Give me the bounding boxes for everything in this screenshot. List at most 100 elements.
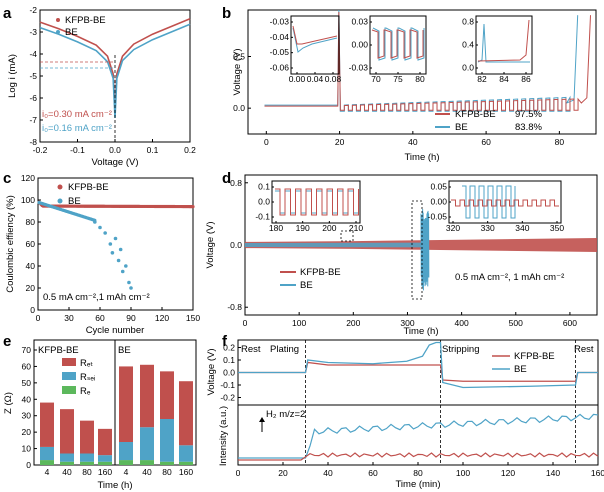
e-bar-segment (179, 445, 193, 461)
b-xtick-label: 20 (335, 137, 345, 147)
f-phase-stripping: Stripping (442, 344, 480, 355)
panel-e-label: e (3, 333, 11, 350)
e-bar-segment (98, 455, 112, 462)
b-inset-ytick-label: -0.03 (270, 17, 290, 27)
a-xlabel: Voltage (V) (92, 157, 139, 168)
d-xtick-label: 200 (346, 318, 360, 328)
e-legend-swatch-rct (62, 358, 76, 366)
b-inset-xtick-label: 86 (521, 74, 531, 84)
e-bar-segment (60, 462, 74, 465)
d-xtick-label: 500 (509, 318, 523, 328)
d-ytick-label: -0.8 (227, 302, 242, 312)
c-xtick-label: 30 (64, 313, 74, 323)
d-inset-ytick-label: 0.0 (258, 197, 270, 207)
c-point-kfpb (191, 205, 194, 208)
a-legend-marker-kfpb (56, 18, 60, 22)
b-inset-ytick-label: 0.8 (462, 17, 474, 27)
e-xtick-label: 40 (62, 467, 72, 477)
c-point-be (127, 281, 131, 285)
b-inset-xtick-label: 0.04 (307, 74, 324, 84)
e-ytick-label: 30 (22, 411, 32, 421)
e-bar-segment (40, 403, 54, 447)
b-xlabel: Time (h) (404, 152, 439, 163)
c-legend-kfpb: KFPB-BE (68, 182, 109, 193)
b-series-be (264, 10, 577, 111)
b-inset-ytick-label: -0.06 (270, 63, 290, 73)
e-ylabel: Z (Ω) (3, 392, 14, 414)
d-annot: 0.5 mA cm⁻², 1 mAh cm⁻² (455, 272, 564, 283)
d-inset-2-kfpb (451, 200, 559, 206)
c-xtick-label: 0 (36, 313, 41, 323)
f-legend-be: BE (514, 364, 527, 375)
b-inset-xtick-label: 84 (499, 74, 509, 84)
a-legend-kfpb: KFPB-BE (65, 15, 106, 26)
e-ytick-label: 10 (22, 444, 32, 454)
a-ytick-label: -8 (29, 137, 37, 147)
b-inset-1-be (293, 28, 337, 52)
e-bar-segment (80, 462, 94, 465)
e-bar-segment (80, 421, 94, 454)
panel-c: 0 30 60 90 120 150020406080100120 KFPB-BE BE … (5, 173, 200, 336)
f-ytick-label: 0.1 (223, 355, 235, 365)
f-xtick-label: 20 (278, 468, 288, 478)
e-legend-re: Rₑ (80, 386, 91, 397)
c-point-be (119, 248, 123, 252)
e-ytick-label: 40 (22, 394, 32, 404)
e-bar-segment (119, 442, 133, 460)
e-ytick-label: 70 (22, 345, 32, 355)
panel-e: 0102030405060704 40 80 160 4 40 80 160 KFPB-BE … (3, 340, 196, 491)
e-ytick-label: 60 (22, 361, 32, 371)
b-inset-1-frame (291, 16, 339, 74)
d-xtick-label: 100 (292, 318, 306, 328)
d-inset-xtick-label: 200 (322, 223, 336, 233)
panel-b-label: b (222, 5, 231, 22)
e-xtick-label: 160 (98, 467, 112, 477)
d-legend-be: BE (300, 280, 313, 291)
c-ylabel: Coulombic effiency (%) (5, 195, 16, 293)
c-xtick-label: 60 (95, 313, 105, 323)
b-legend-kfpb: KFPB-BE (455, 109, 496, 120)
a-legend-be: BE (65, 27, 78, 38)
f-xtick-label: 80 (413, 468, 423, 478)
f-intensity-be (238, 414, 598, 458)
c-xtick-label: 120 (155, 313, 169, 323)
e-group-be: BE (118, 345, 131, 356)
a-legend-marker-be (56, 30, 60, 34)
a-ytick-label: -2 (29, 5, 37, 15)
d-xtick-label: 600 (563, 318, 577, 328)
e-bar-segment (160, 419, 174, 462)
f-intensity-kfpb (238, 453, 598, 460)
d-inset-xtick-label: 180 (269, 223, 283, 233)
e-bar-segment (140, 460, 154, 465)
e-bar-segment (160, 371, 174, 419)
d-series-be-band (245, 243, 424, 248)
e-group-kfpb: KFPB-BE (38, 345, 79, 356)
b-ytick-label: 0.0 (233, 103, 245, 113)
c-point-be (129, 286, 133, 290)
e-xlabel: Time (h) (97, 480, 132, 491)
b-inset-ytick-label: -0.03 (349, 63, 369, 73)
e-bar-segment (60, 454, 74, 462)
d-ytick-label: 0.0 (230, 240, 242, 250)
b-inset-ytick-label: 0.00 (351, 40, 368, 50)
c-point-be (98, 226, 102, 230)
e-ytick-label: 50 (22, 378, 32, 388)
c-legend-be: BE (68, 196, 81, 207)
e-bar-segment (40, 447, 54, 460)
f-legend-kfpb: KFPB-BE (514, 351, 555, 362)
d-inset-xtick-label: 190 (296, 223, 310, 233)
a-xtick-label: 0.1 (147, 145, 159, 155)
a-ytick-label: -7 (29, 115, 37, 125)
c-ytick-label: 80 (26, 217, 36, 227)
b-inset-xtick-label: 0.00 (289, 74, 306, 84)
c-point-be (114, 237, 118, 241)
d-inset-ytick-label: 0.00 (430, 197, 447, 207)
d-xtick-label: 400 (455, 318, 469, 328)
d-inset-xtick-label: 330 (481, 223, 495, 233)
f-arrow-head (259, 417, 265, 422)
b-inset-ytick-label: -0.05 (270, 47, 290, 57)
d-xlabel: Time (h) (403, 326, 438, 337)
f-ylabel-top: Voltage (V) (206, 349, 217, 396)
b-xtick-label: 40 (408, 137, 418, 147)
panel-a: -0.2 -0.1 0.0 0.1 0.2-2-3-4-5-6-7-8 KFPB-BE … (7, 5, 196, 168)
